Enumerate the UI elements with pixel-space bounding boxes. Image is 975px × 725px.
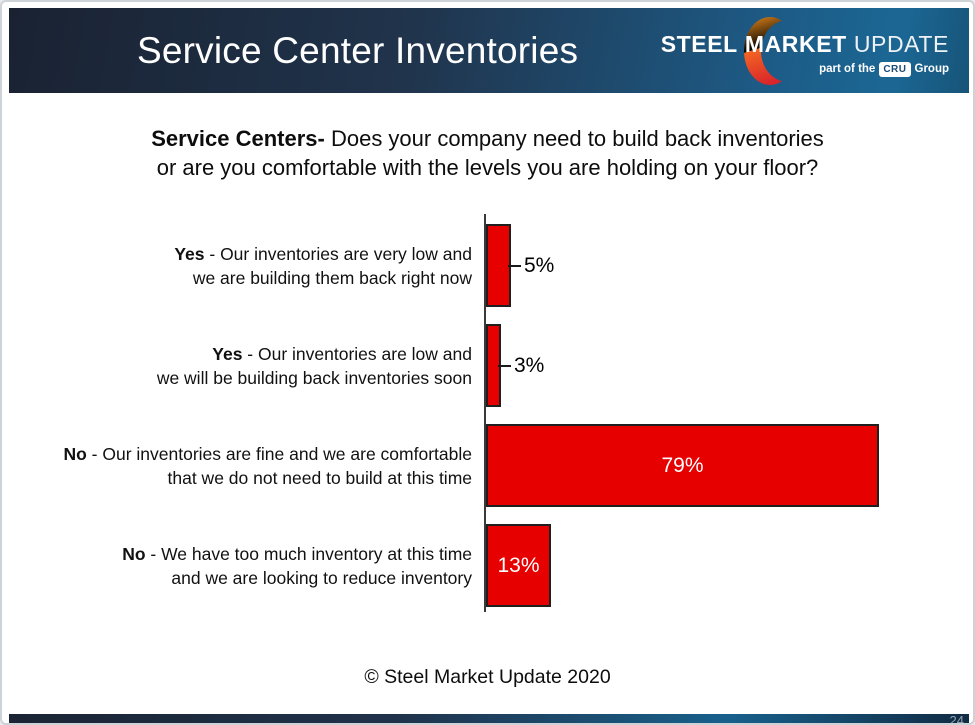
tagline-prefix: part of the	[819, 63, 876, 75]
category-line-2: we are building them back right now	[192, 267, 472, 288]
category-bold: No	[63, 443, 87, 464]
bar-value-text: 5%	[524, 253, 555, 277]
bar-row-no-fine: No - Our inventories are fine and we are…	[2, 424, 973, 507]
category-line-1: Yes - Our inventories are very low and	[174, 242, 472, 266]
crescent-icon	[743, 14, 801, 92]
category-line-2: we will be building back inventories soo…	[156, 367, 472, 388]
category-axis-line	[484, 214, 486, 612]
leader-line	[498, 364, 511, 367]
bottom-banner: 24	[9, 713, 969, 725]
bar-row-no-too-much: No - We have too much inventory at this …	[2, 524, 973, 607]
bar-row-yes-low: Yes - Our inventories are low and we wil…	[2, 324, 973, 407]
question-line-2: or are you comfortable with the levels y…	[156, 155, 819, 180]
category-label: No - We have too much inventory at this …	[2, 524, 472, 607]
leader-line	[508, 264, 521, 267]
bar-value-label: 13%	[497, 553, 540, 577]
bar: 5%	[486, 224, 511, 307]
bar: 79%	[486, 424, 879, 507]
logo-word-steel: STEEL	[660, 30, 738, 57]
category-line-1: No - We have too much inventory at this …	[122, 542, 472, 566]
steel-market-update-logo: STEEL MARKET UPDATE part of the CRU Grou…	[661, 14, 950, 87]
category-bold: Yes	[174, 243, 205, 264]
bar-value-label: 79%	[661, 453, 704, 477]
question-line1-rest: Does your company need to build back inv…	[324, 126, 824, 151]
category-bold: Yes	[212, 343, 243, 364]
category-rest: - Our inventories are fine and we are co…	[86, 443, 472, 464]
category-line-1: No - Our inventories are fine and we are…	[63, 442, 472, 466]
chart-question-title: Service Centers- Does your company need …	[2, 124, 973, 182]
category-line-2: that we do not need to build at this tim…	[167, 467, 473, 488]
bar-row-yes-very-low: Yes - Our inventories are very low and w…	[2, 224, 973, 307]
logo-word-market: MARKET	[744, 30, 847, 57]
logo-wordmark: STEEL MARKET UPDATE	[661, 31, 949, 58]
category-rest: - Our inventories are very low and	[204, 243, 472, 264]
tagline-suffix: Group	[914, 63, 950, 75]
category-label: No - Our inventories are fine and we are…	[2, 424, 472, 507]
logo-tagline: part of the CRU Group	[819, 61, 950, 77]
header-banner: Service Center Inventories	[9, 8, 969, 93]
question-line-1: Service Centers- Does your company need …	[2, 124, 973, 153]
category-rest: - We have too much inventory at this tim…	[145, 543, 472, 564]
bar-value-label-outside: 5%	[508, 254, 554, 278]
category-label: Yes - Our inventories are low and we wil…	[2, 324, 472, 407]
bar-value-text: 3%	[514, 353, 545, 377]
category-label: Yes - Our inventories are very low and w…	[2, 224, 472, 307]
bar: 13%	[486, 524, 551, 607]
category-line-1: Yes - Our inventories are low and	[212, 342, 472, 366]
bar-chart: Yes - Our inventories are very low and w…	[2, 207, 973, 622]
category-bold: No	[122, 543, 146, 564]
slide-title: Service Center Inventories	[137, 29, 579, 71]
category-rest: - Our inventories are low and	[242, 343, 472, 364]
category-line-2: and we are looking to reduce inventory	[171, 567, 472, 588]
bar-value-label-outside: 3%	[498, 354, 544, 378]
page-number: 24	[949, 713, 964, 725]
logo-word-update: UPDATE	[853, 30, 949, 57]
copyright-footer: © Steel Market Update 2020	[364, 666, 611, 688]
cru-badge: CRU	[879, 61, 911, 77]
question-bold-lead: Service Centers-	[151, 126, 325, 151]
